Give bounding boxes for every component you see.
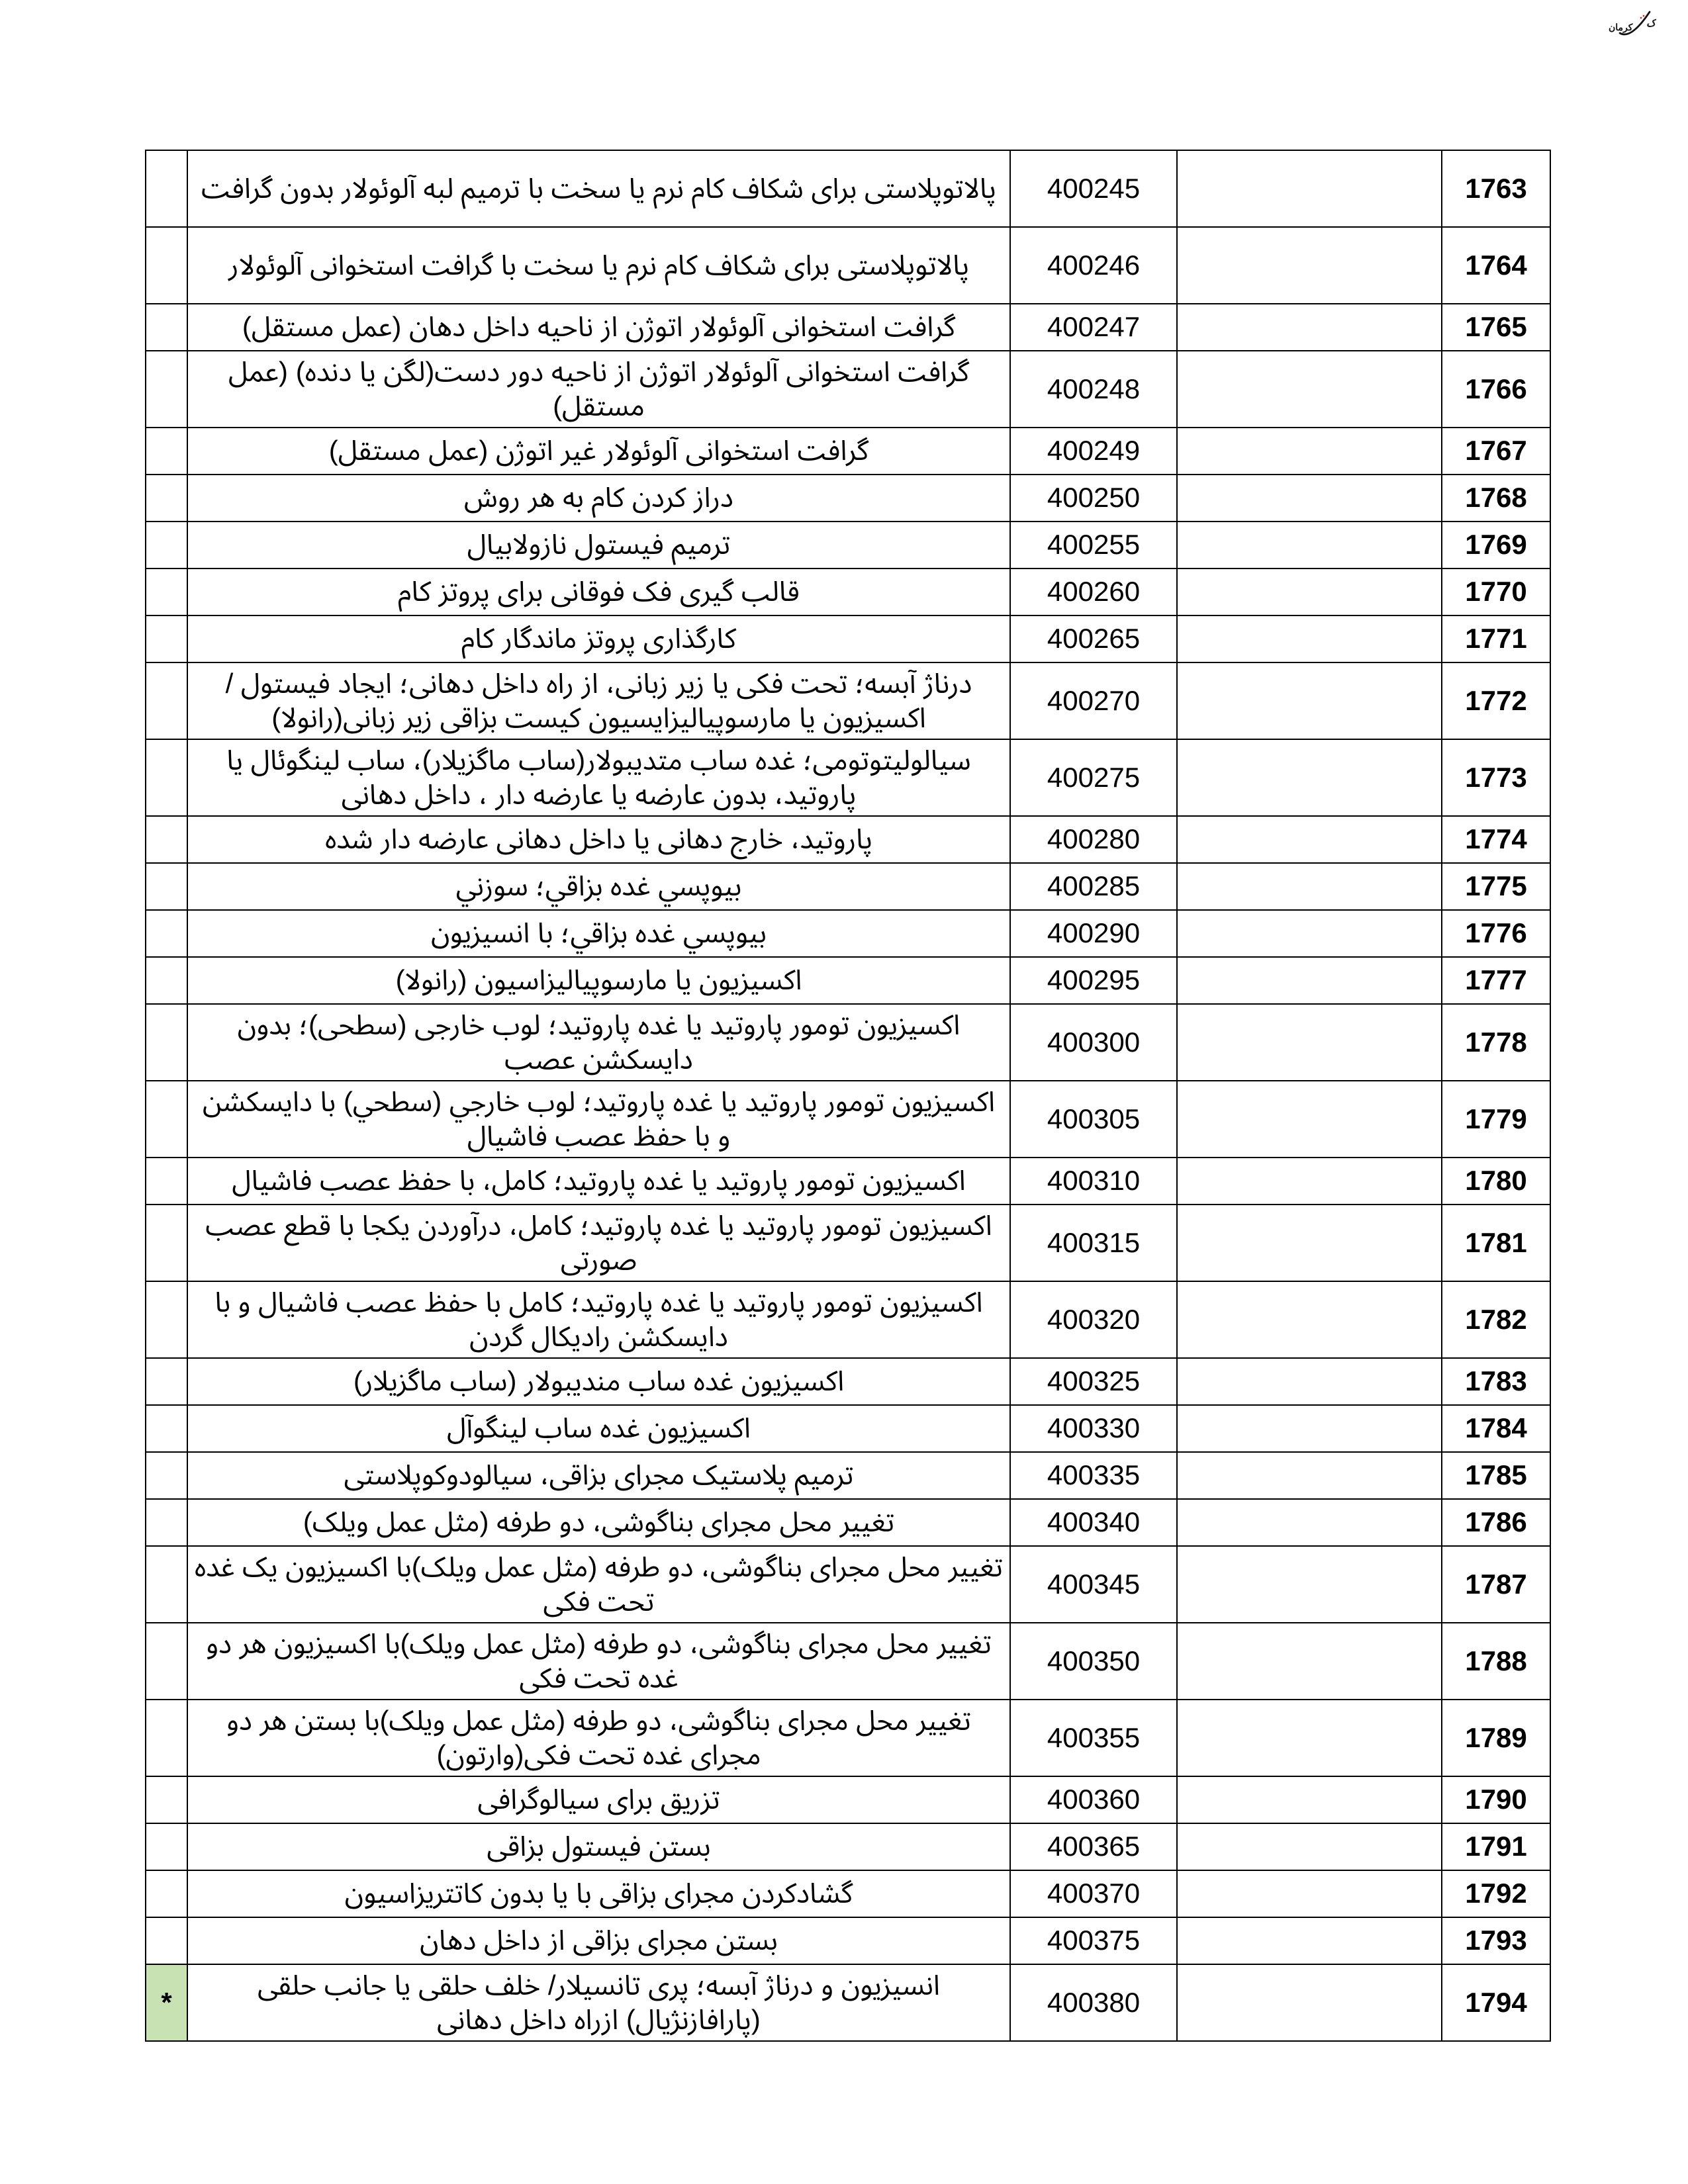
svg-text:تابناک: تابناک	[1646, 18, 1656, 29]
svg-text:کرمان: کرمان	[1609, 22, 1633, 33]
